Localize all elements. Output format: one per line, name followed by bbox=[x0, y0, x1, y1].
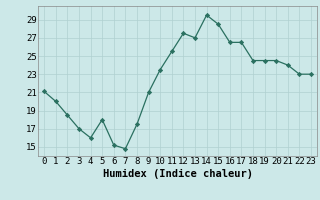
X-axis label: Humidex (Indice chaleur): Humidex (Indice chaleur) bbox=[103, 169, 252, 179]
